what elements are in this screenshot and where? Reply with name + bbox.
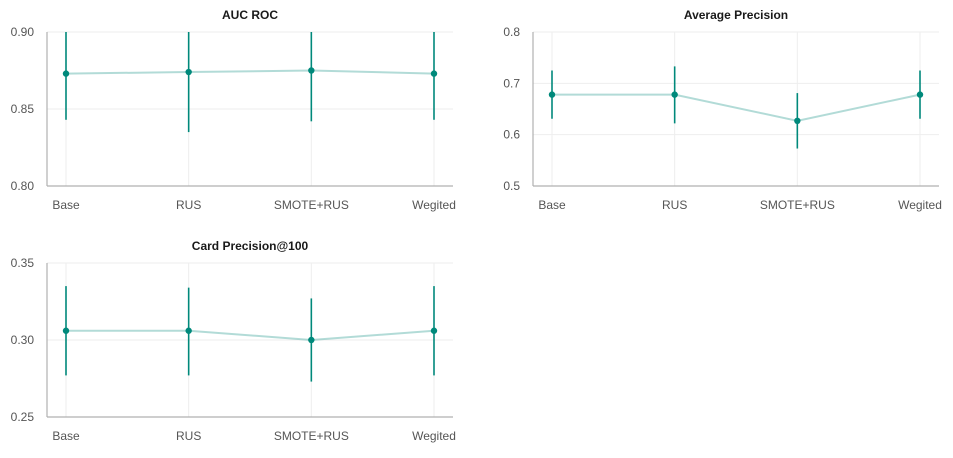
x-tick-label: Base — [52, 429, 80, 443]
x-tick-label: Wegited — [412, 198, 456, 212]
data-point — [548, 91, 556, 98]
y-tick-label: 0.35 — [11, 256, 35, 270]
chart-title: Card Precision@100 — [192, 239, 309, 253]
data-point — [185, 327, 192, 334]
series-line — [65, 69, 435, 75]
series-line — [552, 93, 921, 122]
chart-title: AUC ROC — [222, 8, 278, 22]
data-point — [671, 91, 678, 98]
y-tick-label: 0.85 — [11, 102, 35, 116]
y-tick-label: 0.80 — [11, 179, 35, 193]
data-point — [62, 70, 70, 77]
chart-average-precision: Average Precision 0.5 0.6 0.7 0.8 Base RUS SMO… — [503, 8, 942, 212]
y-tick-label: 0.8 — [503, 25, 520, 39]
y-tick-label: 0.5 — [503, 179, 520, 193]
y-tick-label: 0.6 — [503, 128, 520, 142]
y-tick-label: 0.30 — [11, 333, 35, 347]
chart-title: Average Precision — [684, 8, 788, 22]
series-line — [66, 329, 435, 342]
chart-auc-roc: AUC ROC 0.80 0.85 0.90 Base RUS SMOTE+RUS Wegi… — [11, 8, 456, 212]
data-point — [308, 336, 315, 344]
x-tick-label: RUS — [662, 198, 687, 212]
y-tick-label: 0.90 — [11, 25, 35, 39]
x-tick-label: RUS — [176, 198, 201, 212]
data-point — [794, 117, 801, 125]
data-point — [62, 327, 70, 334]
x-tick-label: SMOTE+RUS — [274, 429, 349, 443]
x-tick-label: SMOTE+RUS — [760, 198, 835, 212]
x-tick-label: RUS — [176, 429, 201, 443]
data-point — [185, 68, 192, 76]
data-point — [430, 327, 438, 334]
x-tick-label: Wegited — [898, 198, 942, 212]
y-tick-label: 0.25 — [11, 410, 35, 424]
chart-card-precision: Card Precision@100 0.25 0.30 0.35 Base RUS SM… — [11, 239, 456, 443]
x-tick-label: Wegited — [412, 429, 456, 443]
y-tick-label: 0.7 — [503, 76, 520, 90]
x-tick-label: SMOTE+RUS — [274, 198, 349, 212]
data-point — [916, 91, 924, 98]
x-tick-label: Base — [538, 198, 566, 212]
x-tick-label: Base — [52, 198, 80, 212]
data-point — [430, 70, 438, 77]
data-point — [308, 67, 315, 74]
